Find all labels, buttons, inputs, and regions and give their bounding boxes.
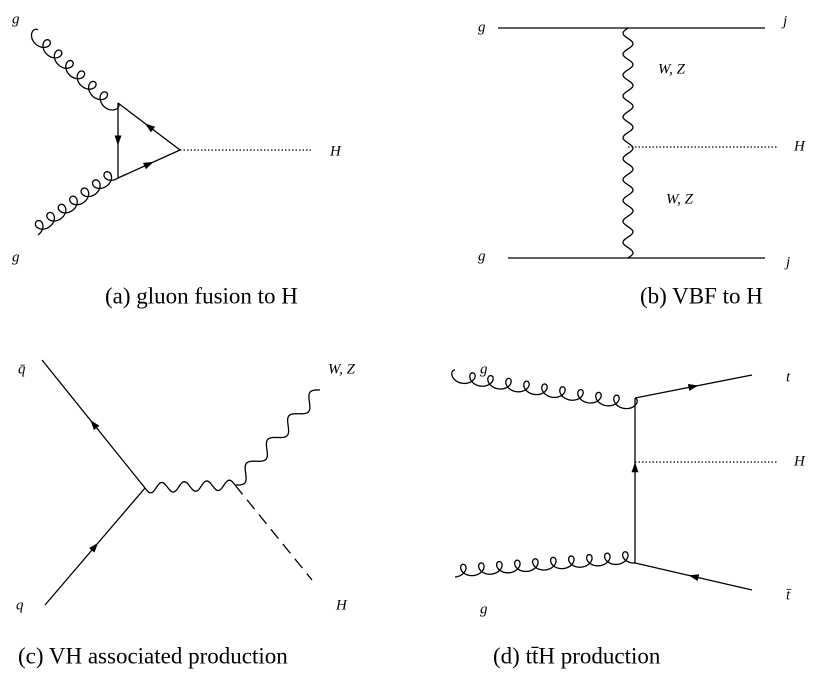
particle-label: g bbox=[478, 19, 486, 35]
particle-label: H bbox=[335, 597, 348, 613]
particle-label: g bbox=[480, 361, 488, 377]
boson bbox=[144, 479, 236, 494]
particle-label: q bbox=[16, 597, 24, 613]
particle-label: j bbox=[784, 254, 790, 270]
arrow bbox=[90, 420, 100, 431]
particle-label: t bbox=[786, 369, 791, 385]
particle-label: H bbox=[793, 138, 806, 154]
particle-label: H bbox=[329, 143, 342, 159]
higgs-line bbox=[234, 484, 313, 581]
particle-label: W, Z bbox=[328, 361, 356, 377]
caption: (c) VH associated production bbox=[18, 643, 288, 668]
gluon bbox=[30, 28, 120, 111]
particle-label: H bbox=[793, 453, 806, 469]
particle-label: W, Z bbox=[666, 191, 694, 207]
caption: (a) gluon fusion to H bbox=[105, 283, 298, 308]
boson bbox=[622, 27, 634, 259]
arrow bbox=[631, 462, 639, 473]
caption: (d) tt̄H production bbox=[493, 643, 661, 668]
gluon bbox=[451, 369, 638, 410]
particle-label: g bbox=[12, 11, 20, 27]
arrow bbox=[143, 161, 154, 170]
boson bbox=[234, 389, 321, 486]
arrow bbox=[687, 384, 699, 391]
gluon bbox=[454, 551, 636, 578]
particle-label: j bbox=[781, 13, 787, 29]
particle-label: g bbox=[478, 248, 486, 264]
caption: (b) VBF to H bbox=[640, 283, 763, 308]
particle-label: g bbox=[480, 601, 488, 617]
particle-label: W, Z bbox=[658, 61, 686, 77]
gluon bbox=[34, 171, 119, 236]
particle-label: g bbox=[12, 249, 20, 265]
arrow bbox=[89, 542, 99, 553]
arrow bbox=[114, 135, 122, 146]
arrow bbox=[145, 123, 156, 133]
particle-label: q̄ bbox=[18, 361, 26, 377]
particle-label: t̄ bbox=[786, 587, 792, 603]
arrow bbox=[688, 574, 700, 581]
